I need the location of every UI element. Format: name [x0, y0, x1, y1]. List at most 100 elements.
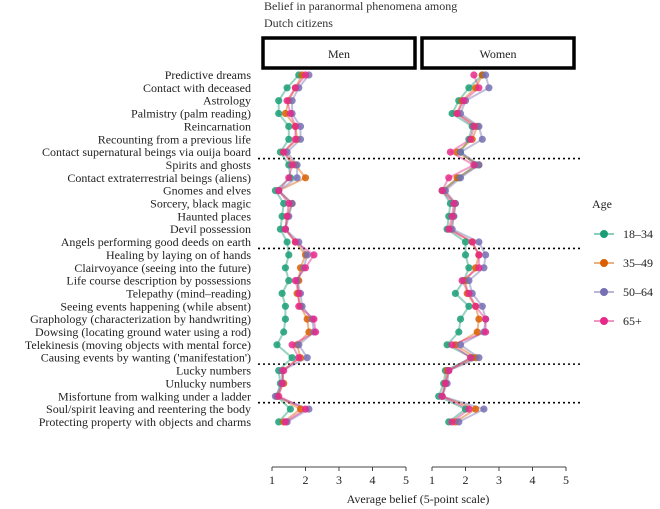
data-point [450, 199, 458, 208]
data-point [288, 97, 296, 105]
data-point [273, 341, 281, 349]
legend-key-dot [600, 230, 608, 238]
legend-entry-label: 18–34 [623, 227, 653, 241]
series-line [277, 74, 317, 423]
y-tick-label: Sorcery, black magic [150, 197, 251, 211]
data-point [465, 302, 473, 310]
data-point [291, 84, 299, 92]
chart-title-line-1: Belief in paranormal phenomena among [264, 0, 457, 13]
legend-entry-label: 65+ [623, 314, 642, 328]
data-point [470, 122, 478, 130]
x-tick-label: 4 [370, 473, 376, 487]
data-point [275, 109, 283, 118]
data-point [275, 187, 283, 195]
data-point [445, 174, 453, 182]
data-point [475, 122, 483, 130]
data-point [310, 315, 318, 323]
data-point [465, 405, 473, 413]
y-tick-label: Devil possession [170, 222, 251, 236]
data-point [456, 315, 465, 323]
data-point [448, 418, 456, 426]
data-point [465, 264, 473, 272]
data-point [281, 418, 289, 426]
data-point [473, 328, 481, 336]
data-point [475, 161, 483, 169]
y-tick-label: Clairvoyance (seeing into the future) [74, 261, 251, 275]
data-point [296, 405, 305, 413]
y-tick-label: Unlucky numbers [165, 376, 251, 390]
x-tick-label: 2 [463, 473, 469, 487]
data-point [303, 251, 311, 259]
y-tick-label: Graphology (characterization by handwrit… [30, 312, 251, 326]
data-point [293, 174, 301, 182]
data-point [278, 379, 286, 387]
data-point [448, 212, 456, 220]
data-point [466, 135, 475, 143]
legend-key-dot [600, 317, 608, 325]
data-point [455, 418, 463, 426]
data-point [280, 328, 288, 336]
data-point [281, 315, 289, 323]
data-point [288, 354, 296, 362]
series-line [441, 74, 484, 423]
data-point [461, 251, 470, 259]
series-line [441, 74, 487, 423]
facet-strip-men [261, 36, 417, 70]
facet-strip-women [420, 36, 576, 70]
data-point [461, 238, 470, 246]
legend-key-dot [600, 259, 608, 267]
data-point [468, 238, 476, 246]
data-point [275, 97, 283, 105]
data-point [296, 135, 305, 143]
data-point [475, 84, 483, 92]
data-point [475, 251, 483, 259]
y-tick-label: Soul/spirit leaving and reentering the b… [46, 402, 251, 416]
data-point [475, 354, 483, 362]
data-point [280, 148, 288, 156]
y-tick-label: Palmistry (palm reading) [131, 107, 251, 121]
data-point [451, 289, 459, 297]
data-point [293, 161, 301, 169]
y-tick-label: Contact with deceased [143, 81, 251, 95]
y-tick-label: Haunted places [177, 209, 251, 223]
data-point [283, 84, 291, 92]
data-point [438, 392, 446, 400]
y-tick-label: Telepathy (mind–reading) [126, 286, 251, 300]
chart-title-line-2: Dutch citizens [264, 16, 333, 30]
data-point [445, 367, 453, 375]
data-point [455, 328, 463, 336]
data-point [285, 122, 293, 130]
data-point [453, 109, 461, 118]
data-point [475, 264, 483, 272]
data-point [472, 302, 480, 310]
x-tick-label: 4 [530, 473, 536, 487]
facet-label-women: Women [479, 47, 516, 61]
data-point [303, 315, 311, 323]
data-point [291, 135, 299, 143]
data-point [445, 225, 453, 233]
data-point [482, 328, 490, 336]
y-tick-label: Life course description by possessions [66, 274, 251, 288]
series-line [437, 74, 483, 423]
data-point [485, 84, 493, 92]
data-point [446, 148, 454, 156]
data-point [465, 289, 473, 297]
y-tick-label: Recounting from a previous life [98, 132, 251, 146]
data-point [482, 71, 490, 79]
data-point [470, 161, 478, 169]
x-tick-label: 3 [336, 473, 342, 487]
data-point [482, 315, 490, 323]
data-point [295, 354, 303, 362]
data-point [438, 187, 446, 195]
data-point [296, 122, 305, 130]
y-tick-label: Predictive dreams [165, 68, 252, 82]
y-tick-label: Lucky numbers [176, 364, 251, 378]
data-point [281, 109, 289, 118]
legend-entry-label: 50–64 [623, 285, 653, 299]
data-point [303, 354, 311, 362]
data-point [295, 302, 303, 310]
y-tick-label: Dowsing (locating ground water using a r… [35, 325, 251, 339]
x-tick-label: 1 [269, 473, 275, 487]
data-point [466, 354, 475, 362]
